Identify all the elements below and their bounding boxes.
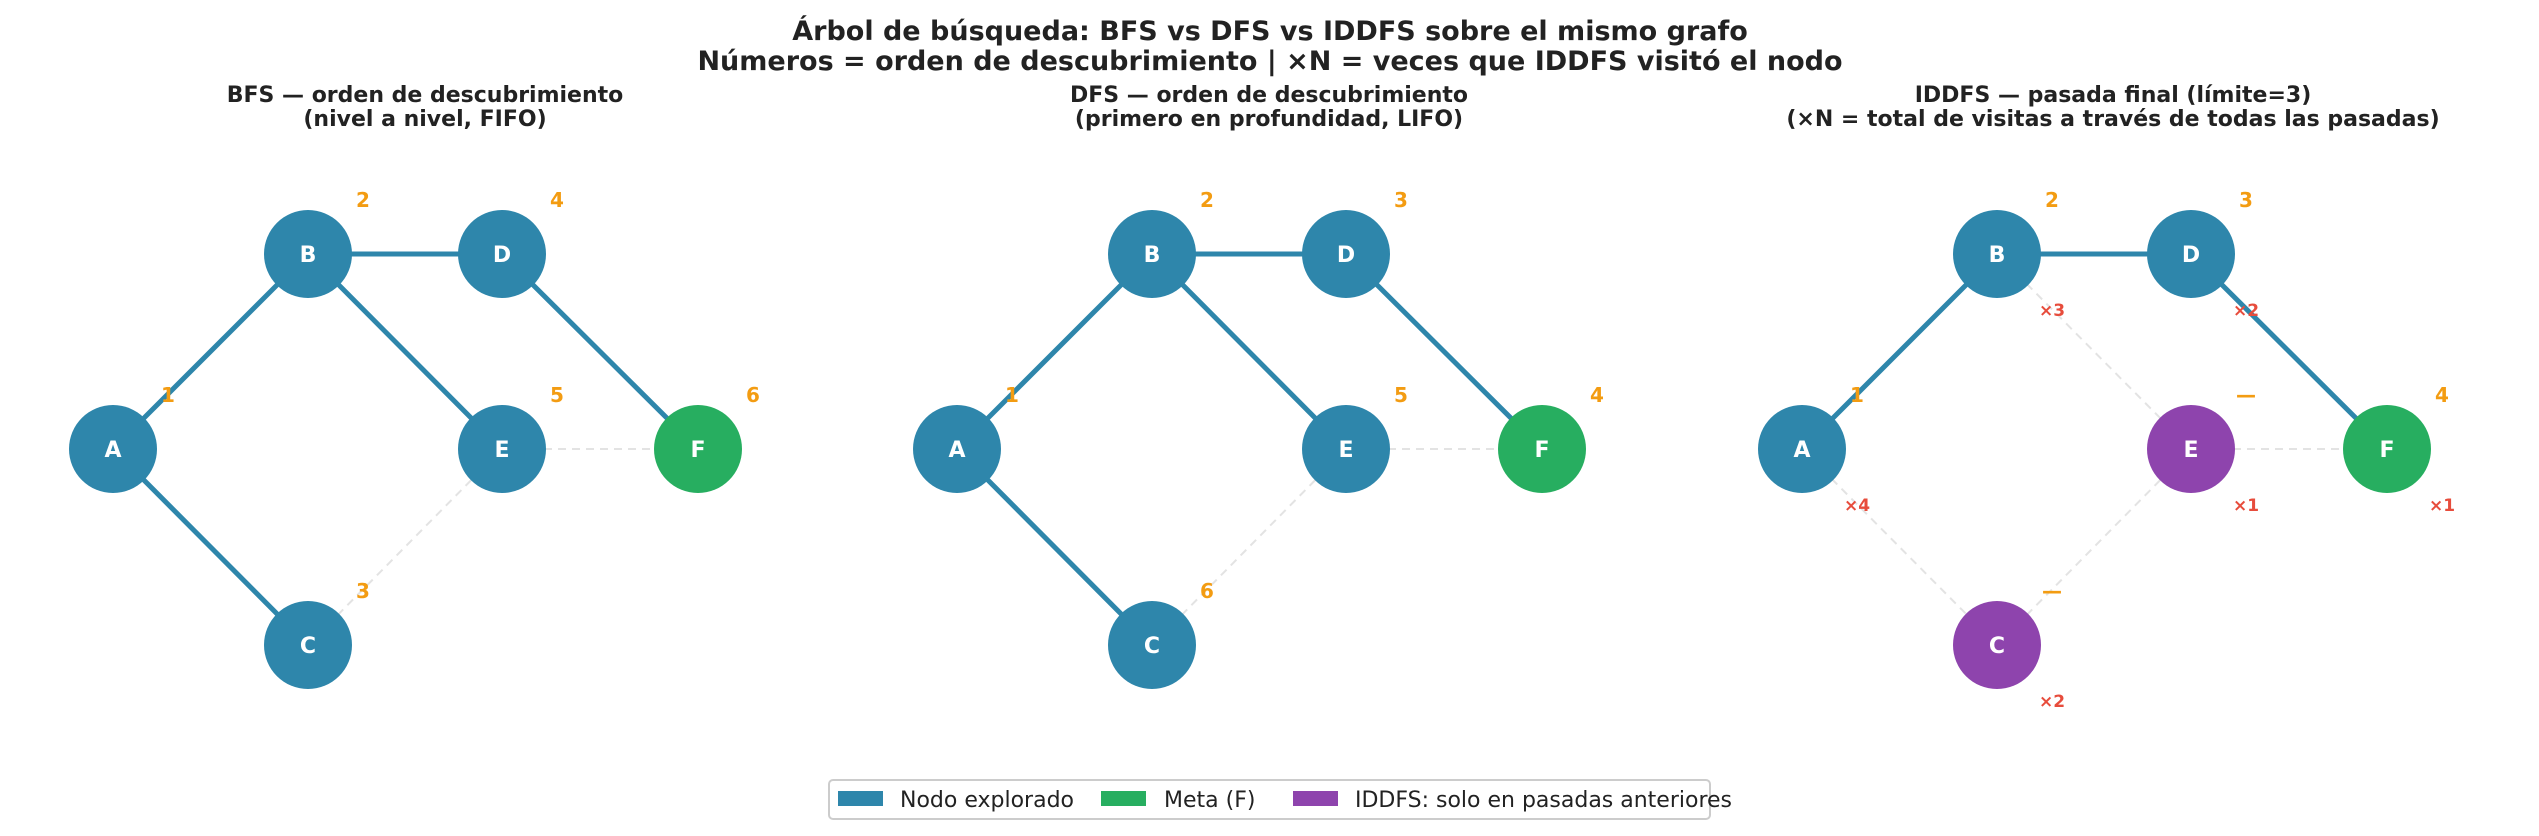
- figure-title-line1: Árbol de búsqueda: BFS vs DFS vs IDDFS s…: [792, 15, 1748, 47]
- visit-count: ×2: [2039, 692, 2065, 712]
- edge-A-B: [111, 252, 310, 451]
- legend-swatch-explored: [838, 791, 883, 806]
- edge-A-C: [955, 447, 1154, 647]
- order-label: 4: [2435, 383, 2449, 407]
- node-label: B: [1144, 243, 1161, 268]
- edge-D-F: [2189, 252, 2389, 451]
- node-E: [458, 405, 546, 493]
- order-label: 2: [1200, 188, 1214, 212]
- node-label: A: [104, 438, 121, 463]
- panel-title: DFS — orden de descubrimiento: [1070, 83, 1468, 108]
- node-F: [654, 405, 742, 493]
- order-label: 1: [161, 383, 175, 407]
- order-label: 3: [1394, 188, 1408, 212]
- order-label: 5: [1394, 383, 1408, 407]
- panel-1: DFS — orden de descubrimiento(primero en…: [913, 83, 1604, 689]
- edge-A-B: [955, 252, 1154, 451]
- figure-title-line2: Números = orden de descubrimiento | ×N =…: [697, 46, 1842, 77]
- edge-B-E: [306, 252, 504, 451]
- legend-label-previous: IDDFS: solo en pasadas anteriores: [1355, 788, 1732, 813]
- visit-count: ×4: [1844, 496, 1870, 516]
- node-label: C: [300, 634, 316, 659]
- node-label: C: [1144, 634, 1160, 659]
- order-label: 2: [356, 188, 370, 212]
- node-D: [458, 210, 546, 298]
- node-F: [2343, 405, 2431, 493]
- node-label: E: [2183, 438, 2198, 463]
- node-label: D: [1337, 243, 1355, 268]
- legend-box: [828, 779, 1711, 820]
- node-label: E: [494, 438, 509, 463]
- node-E: [1302, 405, 1390, 493]
- node-C: [264, 601, 352, 689]
- edge-A-B: [1800, 252, 1999, 451]
- node-label: C: [1989, 634, 2005, 659]
- order-label: 6: [1200, 579, 1214, 603]
- edge-D-F: [500, 252, 700, 451]
- legend-label-goal: Meta (F): [1164, 788, 1255, 813]
- node-A: [913, 405, 1001, 493]
- node-F: [1498, 405, 1586, 493]
- node-label: A: [948, 438, 965, 463]
- node-E: [2147, 405, 2235, 493]
- order-label: 3: [2239, 188, 2253, 212]
- panel-subtitle: (nivel a nivel, FIFO): [303, 107, 546, 132]
- node-label: D: [2182, 243, 2200, 268]
- node-label: F: [690, 438, 705, 463]
- node-B: [1953, 210, 2041, 298]
- node-D: [1302, 210, 1390, 298]
- node-label: B: [300, 243, 317, 268]
- edge-A-C: [111, 447, 310, 647]
- order-label: 3: [356, 579, 370, 603]
- order-label: —: [2236, 383, 2256, 407]
- visit-count: ×1: [2233, 496, 2259, 516]
- panel-0: BFS — orden de descubrimiento(nivel a ni…: [69, 83, 760, 689]
- legend-label-explored: Nodo explorado: [900, 788, 1074, 813]
- order-label: 4: [550, 188, 564, 212]
- node-C: [1108, 601, 1196, 689]
- node-label: D: [493, 243, 511, 268]
- panel-subtitle: (primero en profundidad, LIFO): [1075, 107, 1463, 132]
- order-label: 1: [1005, 383, 1019, 407]
- node-label: F: [2379, 438, 2394, 463]
- node-A: [1758, 405, 1846, 493]
- edge-C-E: [1996, 448, 2192, 646]
- order-label: 1: [1850, 383, 1864, 407]
- legend: Nodo explorado Meta (F) IDDFS: solo en p…: [828, 779, 1732, 820]
- visit-count: ×1: [2429, 496, 2455, 516]
- edge-B-E: [1996, 253, 2192, 450]
- panel-subtitle: (×N = total de visitas a través de todas…: [1786, 107, 2439, 132]
- order-label: 4: [1590, 383, 1604, 407]
- node-D: [2147, 210, 2235, 298]
- panel-2: IDDFS — pasada final (límite=3)(×N = tot…: [1758, 83, 2455, 712]
- edge-B-E: [1150, 252, 1348, 451]
- order-label: 6: [746, 383, 760, 407]
- node-C: [1953, 601, 2041, 689]
- order-label: 5: [550, 383, 564, 407]
- edge-C-E: [1151, 448, 1347, 646]
- visit-count: ×3: [2039, 301, 2065, 321]
- node-label: B: [1989, 243, 2006, 268]
- edge-D-F: [1344, 252, 1544, 451]
- order-label: —: [2042, 579, 2062, 603]
- order-label: 2: [2045, 188, 2059, 212]
- edge-C-E: [307, 448, 503, 646]
- legend-swatch-previous: [1293, 791, 1338, 806]
- visit-count: ×2: [2233, 301, 2259, 321]
- legend-swatch-goal: [1101, 791, 1146, 806]
- node-B: [1108, 210, 1196, 298]
- node-B: [264, 210, 352, 298]
- node-label: E: [1338, 438, 1353, 463]
- node-label: A: [1793, 438, 1810, 463]
- node-A: [69, 405, 157, 493]
- node-label: F: [1534, 438, 1549, 463]
- edge-A-C: [1801, 448, 1998, 646]
- panel-title: BFS — orden de descubrimiento: [227, 83, 624, 108]
- panel-title: IDDFS — pasada final (límite=3): [1915, 83, 2312, 108]
